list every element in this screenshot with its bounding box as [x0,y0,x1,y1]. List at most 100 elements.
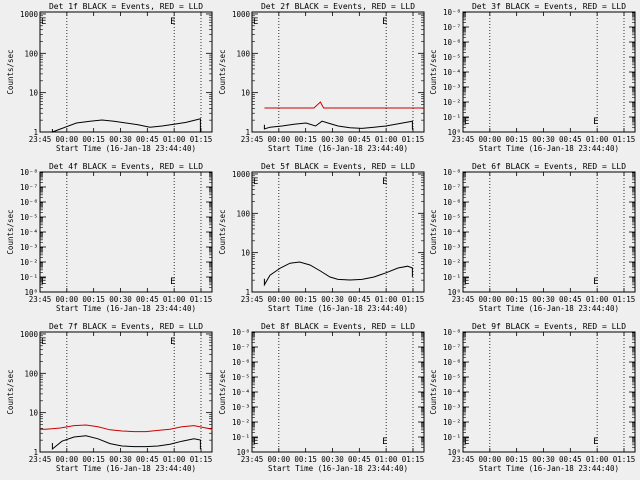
series-red-lld [40,424,213,433]
event-marker: E [382,17,387,27]
y-tick-label: 1 [33,448,38,457]
x-tick-label: 23:45 [452,455,475,464]
panel-title: Det 4f BLACK = Events, RED = LLD [49,162,203,171]
event-marker: E [41,17,46,27]
y-tick-label: 10⁻⁵ [232,373,250,382]
panel-title: Det 5f BLACK = Events, RED = LLD [261,162,415,171]
x-tick-label: 00:15 [82,135,105,144]
y-tick-label: 10⁻¹ [443,113,461,122]
x-tick-label: 00:00 [268,455,291,464]
y-tick-label: 10⁻⁶ [443,38,461,47]
y-tick-label: 10⁻⁴ [443,228,461,237]
y-tick-label: 10⁻⁶ [20,198,38,207]
x-tick-label: 00:15 [82,295,105,304]
y-tick-label: 10 [29,409,39,418]
y-tick-label: 10⁻⁷ [443,343,461,352]
x-tick-label: 00:45 [348,455,371,464]
panel-title: Det 6f BLACK = Events, RED = LLD [472,162,626,171]
x-tick-label: 23:45 [241,455,264,464]
event-marker: E [41,337,46,347]
y-tick-label: 10⁻⁸ [20,168,38,177]
x-axis-label: Start Time (16-Jan-18 23:44:40) [479,464,619,473]
y-tick-label: 10⁻⁷ [20,183,38,192]
y-axis-label: Counts/sec [429,209,438,254]
event-marker: E [593,117,598,127]
x-tick-label: 01:15 [613,295,636,304]
y-tick-label: 1 [245,128,250,137]
y-tick-label: 1 [33,128,38,137]
y-tick-label: 10⁻¹ [443,273,461,282]
panel-2: Det 2f BLACK = Events, RED = LLD 23:45 00:… [218,2,425,153]
x-tick-label: 00:00 [56,455,79,464]
x-tick-label: 00:30 [321,295,344,304]
x-tick-label: 00:00 [479,295,502,304]
y-tick-label: 10⁰ [236,448,250,457]
y-tick-label: 10⁻⁸ [232,328,250,337]
panel-8: Det 8f BLACK = Events, RED = LLD 23:45 00:… [218,322,425,473]
x-tick-label: 00:30 [109,455,132,464]
x-tick-label: 01:00 [586,455,609,464]
plot-frame [39,11,213,133]
y-tick-label: 10⁰ [447,288,461,297]
x-tick-label: 00:00 [479,135,502,144]
event-marker: E [170,337,175,347]
event-marker: E [464,117,469,127]
panel-9: Det 9f BLACK = Events, RED = LLD 23:45 00:… [429,322,636,473]
y-tick-label: 10⁻¹ [232,433,250,442]
y-axis-label: Counts/sec [218,209,227,254]
y-tick-label: 1000 [20,10,39,19]
series-red-lld [264,101,424,109]
series-black-events [263,120,413,130]
y-tick-label: 100 [24,49,38,58]
panel-title: Det 7f BLACK = Events, RED = LLD [49,322,203,331]
event-marker: E [253,17,258,27]
x-axis-label: Start Time (16-Jan-18 23:44:40) [56,464,196,473]
x-axis-label: Start Time (16-Jan-18 23:44:40) [56,144,196,153]
y-tick-label: 1 [245,288,250,297]
event-marker: E [41,277,46,287]
plot-frame [251,171,425,293]
y-axis-label: Counts/sec [6,209,15,254]
event-marker: E [593,437,598,447]
x-tick-label: 00:15 [505,295,528,304]
y-axis-label: Counts/sec [6,369,15,414]
x-tick-label: 00:15 [294,455,317,464]
y-tick-label: 1000 [232,10,251,19]
x-tick-label: 00:30 [109,295,132,304]
x-tick-label: 01:00 [586,295,609,304]
y-tick-label: 10⁻⁴ [443,388,461,397]
y-tick-label: 10⁻⁶ [232,358,250,367]
y-tick-label: 10⁻⁶ [443,198,461,207]
event-marker: E [253,437,258,447]
x-tick-label: 00:45 [136,295,159,304]
event-marker: E [382,177,387,187]
x-tick-label: 00:00 [268,295,291,304]
y-axis-label: Counts/sec [429,369,438,414]
panel-6: Det 6f BLACK = Events, RED = LLD 23:45 00:… [429,162,636,313]
x-tick-label: 00:45 [136,455,159,464]
event-marker: E [170,277,175,287]
event-marker: E [593,277,598,287]
x-tick-label: 23:45 [29,295,52,304]
y-tick-label: 10⁻⁷ [232,343,250,352]
panel-3: Det 3f BLACK = Events, RED = LLD 23:45 00:… [429,2,636,153]
panel-title: Det 1f BLACK = Events, RED = LLD [49,2,203,11]
y-tick-label: 10⁻⁸ [443,168,461,177]
y-tick-label: 10⁻⁵ [443,373,461,382]
x-tick-label: 00:15 [82,455,105,464]
y-tick-label: 100 [236,49,250,58]
x-tick-label: 23:45 [29,135,52,144]
x-tick-label: 00:45 [559,455,582,464]
x-axis-label: Start Time (16-Jan-18 23:44:40) [479,304,619,313]
plot-frame [462,11,636,133]
x-axis-label: Start Time (16-Jan-18 23:44:40) [56,304,196,313]
y-tick-label: 100 [24,369,38,378]
y-tick-label: 10⁻² [443,98,461,107]
panel-5: Det 5f BLACK = Events, RED = LLD 23:45 00:… [218,162,425,313]
y-tick-label: 10⁻⁷ [443,23,461,32]
event-marker: E [382,437,387,447]
plot-frame [39,171,213,293]
x-tick-label: 00:00 [268,135,291,144]
y-tick-label: 10⁻⁷ [443,183,461,192]
